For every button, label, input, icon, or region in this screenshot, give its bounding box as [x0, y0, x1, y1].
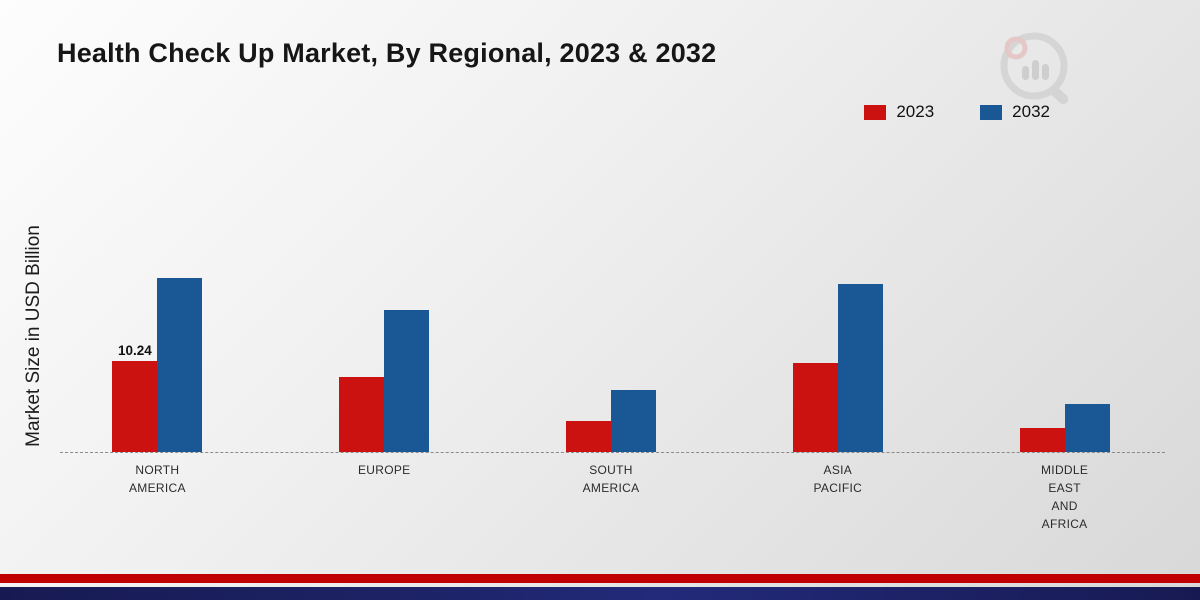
bar-2032-north-america — [157, 278, 203, 452]
bar-group-europe: EUROPE — [271, 150, 498, 477]
bar-group-north-america: 10.24 NORTH AMERICA — [44, 150, 271, 495]
bar-2032-south-america — [610, 390, 656, 452]
bar-group-asia-pacific: ASIA PACIFIC — [724, 150, 951, 495]
bar-chart-area: 10.24 NORTH AMERICA EUROPE SOUTH AMERICA ASIA P… — [44, 150, 1178, 531]
category-label-south-america: SOUTH AMERICA — [582, 463, 640, 495]
category-label-middle-east-and-africa: MIDDLE EAST AND AFRICA — [1041, 463, 1089, 531]
bar-2032-middle-east-and-africa — [1064, 404, 1110, 452]
legend-item-2023: 2023 — [864, 102, 934, 122]
legend-label-2023: 2023 — [896, 102, 935, 121]
bar-2023-middle-east-and-africa — [1019, 428, 1065, 452]
bar-2023-europe — [339, 377, 385, 452]
bar-2032-asia-pacific — [837, 284, 883, 452]
data-label-2023-north-america: 10.24 — [117, 343, 152, 358]
bar-2023-asia-pacific — [792, 363, 838, 452]
footer-red-strip — [0, 574, 1200, 583]
bar-2032-europe — [384, 310, 430, 452]
category-label-north-america: NORTH AMERICA — [129, 463, 186, 495]
bar-2023-north-america — [112, 361, 158, 452]
bar-group-south-america: SOUTH AMERICA — [498, 150, 725, 495]
legend-label-2032: 2032 — [1012, 102, 1050, 121]
legend-item-2032: 2032 — [980, 102, 1050, 122]
category-label-europe: EUROPE — [357, 463, 411, 477]
legend: 2023 2032 — [864, 102, 1050, 122]
y-axis-label: Market Size in USD Billion — [23, 225, 44, 447]
bar-group-middle-east-and-africa: MIDDLE EAST AND AFRICA — [951, 150, 1178, 531]
bar-2023-south-america — [565, 421, 611, 452]
legend-swatch-2032 — [980, 104, 1003, 120]
footer-navy-strip — [0, 587, 1200, 600]
x-axis-baseline — [60, 452, 1165, 453]
legend-swatch-2023 — [864, 104, 887, 120]
category-label-asia-pacific: ASIA PACIFIC — [813, 463, 863, 495]
chart-title: Health Check Up Market, By Regional, 202… — [57, 38, 717, 68]
mrfr-logo-watermark — [1000, 32, 1069, 105]
